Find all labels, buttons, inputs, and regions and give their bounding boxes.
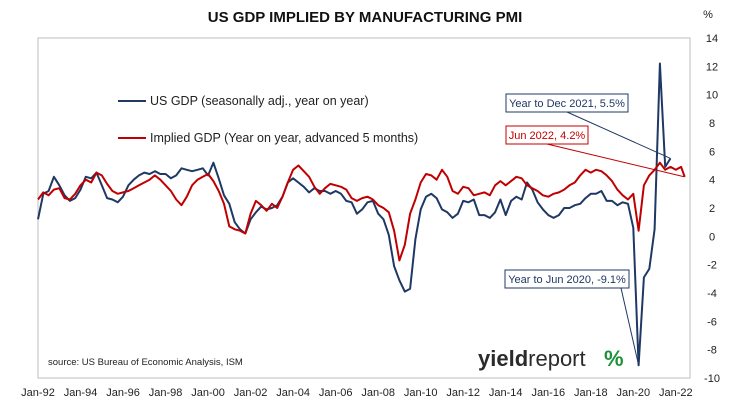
y-tick-label: 6 [709, 146, 715, 158]
y-tick-label: 4 [709, 175, 715, 187]
brand-word-report: report [528, 346, 585, 371]
series-line-implied-gdp [37, 161, 686, 262]
x-tick-label: Jan-16 [531, 387, 565, 399]
x-tick-label: Jan-98 [149, 387, 183, 399]
y-tick-label: 10 [706, 90, 718, 102]
brand-logo-text: yieldreport [478, 346, 586, 371]
legend: US GDP (seasonally adj., year on year) I… [118, 94, 418, 145]
y-tick-label: -6 [707, 316, 717, 328]
x-tick-label: Jan-04 [276, 387, 310, 399]
y-tick-label: 12 [706, 61, 718, 73]
y-tick-label: 2 [709, 203, 715, 215]
chart-title: US GDP IMPLIED BY MANUFACTURING PMI [208, 9, 522, 26]
brand-logo: yieldreport % [478, 346, 624, 371]
annotation-pointer [620, 287, 640, 366]
annotations: Year to Dec 2021, 5.5% Jun 2022, 4.2% Year… [504, 93, 685, 366]
x-tick-label: Jan-94 [64, 387, 98, 399]
x-tick-label: Jan-00 [191, 387, 225, 399]
x-tick-label: Jan-08 [361, 387, 395, 399]
y-tick-label: 0 [709, 231, 715, 243]
y-unit-label: % [703, 9, 713, 21]
brand-symbol: % [604, 346, 624, 371]
y-axis: 14 12 10 8 6 4 2 0 -2 -4 -6 -8 -10 [704, 33, 720, 385]
y-tick-label: 14 [706, 33, 718, 45]
x-tick-label: Jan-18 [574, 387, 608, 399]
y-tick-label: 8 [709, 118, 715, 130]
legend-label-implied: Implied GDP (Year on year, advanced 5 mo… [150, 131, 418, 145]
x-tick-label: Jan-10 [404, 387, 438, 399]
source-note: source: US Bureau of Economic Analysis, … [48, 357, 243, 368]
x-tick-label: Jan-20 [616, 387, 650, 399]
x-axis: Jan-92 Jan-94 Jan-96 Jan-98 Jan-00 Jan-02 Jan-… [21, 387, 692, 399]
x-tick-label: Jan-12 [446, 387, 480, 399]
series-layer [37, 62, 686, 367]
annotation-pointer [546, 143, 685, 178]
y-tick-label: -10 [704, 373, 720, 385]
annotation-box [505, 93, 629, 113]
x-tick-label: Jan-14 [489, 387, 523, 399]
x-tick-label: Jan-06 [319, 387, 353, 399]
annotation-pointer [566, 111, 671, 159]
x-tick-label: Jan-02 [234, 387, 268, 399]
annotation-label: Year to Jun 2020, -9.1% [508, 274, 626, 286]
plot-area [37, 37, 691, 379]
y-tick-label: -8 [707, 345, 717, 357]
x-tick-label: Jan-22 [659, 387, 693, 399]
legend-label-gdp: US GDP (seasonally adj., year on year) [150, 94, 369, 108]
annotation-label: Jun 2022, 4.2% [509, 130, 586, 142]
y-tick-label: -4 [707, 288, 717, 300]
annotation-label: Year to Dec 2021, 5.5% [509, 98, 625, 110]
annotation-box [504, 269, 630, 289]
series-line-us-gdp [37, 62, 672, 367]
brand-word-yield: yield [478, 346, 528, 371]
annotation-box [505, 125, 589, 145]
x-tick-label: Jan-96 [106, 387, 140, 399]
y-tick-label: -2 [707, 260, 717, 272]
x-tick-label: Jan-92 [21, 387, 55, 399]
